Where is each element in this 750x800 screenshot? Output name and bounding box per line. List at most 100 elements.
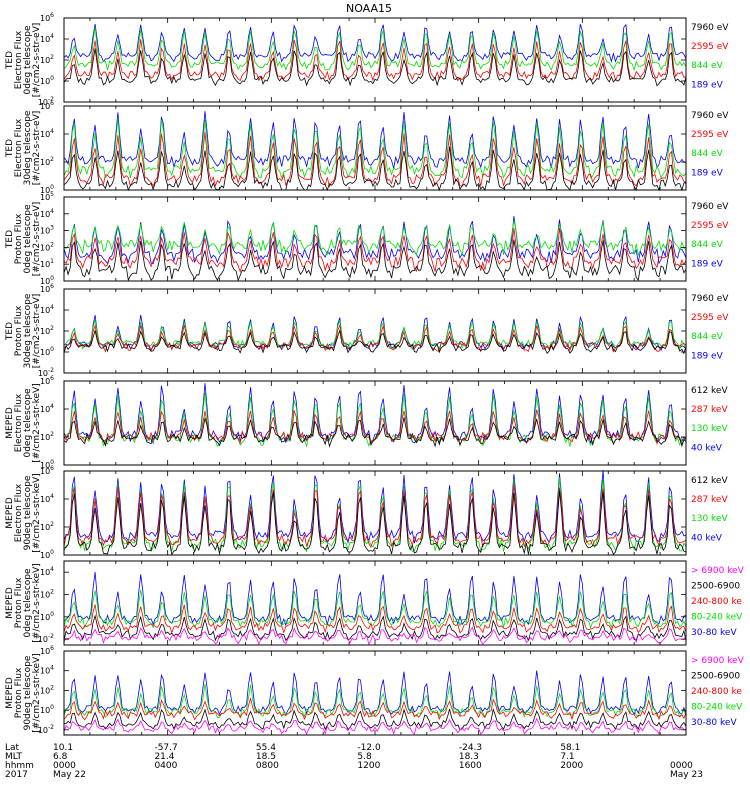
y-tick-label: 104: [40, 566, 54, 577]
series-line: [63, 707, 687, 731]
footer-value: 0400: [154, 761, 177, 771]
legend-entry: 287 keV: [691, 495, 728, 505]
legend-entry: 2595 eV: [691, 130, 729, 140]
legend-entry: 844 eV: [691, 240, 724, 250]
series-line: [63, 490, 687, 556]
y-tick-label: 100: [40, 184, 54, 195]
legend-entry: 30-80 keV: [691, 718, 737, 728]
legend-entry: 189 eV: [691, 351, 724, 361]
legend-entry: 844 eV: [691, 332, 724, 342]
legend-entry: 240-800 ke: [691, 687, 742, 697]
y-axis-label: Proton Flux: [14, 577, 24, 628]
y-axis-label: 30deg telescope: [23, 293, 33, 368]
panel-7: 10-2 100 102 104 MEPED Proton Flux 0deg telesc…: [5, 560, 745, 646]
y-axis-label: MEPED: [5, 407, 15, 439]
series-line: [63, 626, 687, 646]
panel-8: 10-2 100 102 104 106 MEPED Proton Flux 90deg te…: [5, 645, 745, 736]
footer-value: 1200: [357, 761, 380, 771]
legend-entry: 612 keV: [691, 476, 728, 486]
panel-frame: [63, 17, 687, 103]
y-axis-label: 0deg telescope: [23, 25, 33, 95]
footer-value: May 23: [670, 770, 703, 780]
panel-frame: [63, 380, 687, 466]
legend-entry: 7960 eV: [691, 294, 729, 304]
y-axis-label: [#/cm2-s-str-eV]: [32, 294, 42, 369]
y-tick-label: 102: [40, 588, 54, 599]
series-line: [63, 683, 687, 719]
legend-entry: 189 eV: [691, 259, 724, 269]
series-line: [63, 470, 687, 545]
series-line: [63, 383, 687, 445]
y-tick-label: 10-2: [38, 96, 54, 107]
footer-value: 7.1: [560, 752, 574, 762]
legend-entry: 189 eV: [691, 80, 724, 90]
legend-entry: 844 eV: [691, 149, 724, 159]
y-axis-label: Electron Flux: [14, 483, 24, 542]
y-axis-label: MEPED: [5, 497, 15, 529]
footer-value: 18.5: [256, 752, 276, 762]
panel-1: 10-2 100 102 104 106 TED Electron Flux 0deg tel…: [5, 12, 729, 107]
panel-frame: [63, 288, 687, 374]
footer-row-label: hhmm: [5, 761, 34, 771]
legend-entry: 240-800 ke: [691, 597, 742, 607]
legend-entry: 130 keV: [691, 514, 728, 524]
legend-entry: 2500-6900: [691, 582, 740, 592]
y-tick-label: 10-2: [38, 367, 54, 378]
series-line: [63, 571, 687, 627]
y-tick-label: 100: [40, 346, 54, 357]
legend-entry: 40 keV: [691, 533, 723, 543]
legend-entry: 7960 eV: [691, 23, 729, 33]
figure-title: NOAA15: [346, 2, 392, 15]
y-axis-label: Proton Flux: [14, 305, 24, 356]
series-line: [63, 323, 687, 353]
series-line: [63, 614, 687, 642]
y-tick-label: 106: [40, 375, 54, 386]
series-line: [63, 696, 687, 721]
series-line: [63, 239, 687, 282]
y-tick-label: 100: [40, 704, 54, 715]
footer-value: 2000: [560, 761, 583, 771]
y-tick-label: 106: [40, 283, 54, 294]
legend-entry: 612 keV: [691, 386, 728, 396]
legend-entry: 80-240 keV: [691, 703, 743, 713]
footer-value: 0000: [53, 761, 76, 771]
y-axis-label: Proton Flux: [14, 667, 24, 718]
legend-entry: 80-240 keV: [691, 613, 743, 623]
panel-4: 10-2 100 102 104 106 TED Proton Flux 30deg tele…: [5, 283, 729, 378]
y-tick-label: 104: [40, 208, 54, 219]
y-tick-label: 106: [40, 465, 54, 476]
series-line: [63, 329, 687, 355]
y-tick-label: 104: [40, 493, 54, 504]
footer-value: May 22: [53, 770, 86, 780]
y-tick-label: 104: [40, 403, 54, 414]
footer-value: 10.1: [53, 743, 73, 753]
y-axis-label: TED: [5, 230, 15, 249]
legend-entry: 2595 eV: [691, 42, 729, 52]
y-tick-label: 100: [40, 275, 54, 286]
legend-entry: 7960 eV: [691, 111, 729, 121]
y-axis-label: 0deg telescope: [23, 568, 33, 638]
legend-entry: 287 keV: [691, 405, 728, 415]
series-line: [63, 23, 687, 64]
y-tick-label: 102: [40, 521, 54, 532]
panel-5: 100 102 104 106 MEPED Electron Flux 0deg teles…: [5, 375, 728, 470]
y-tick-label: 100: [40, 75, 54, 86]
y-tick-label: 106: [40, 100, 54, 111]
legend-entry: > 6900 keV: [691, 656, 745, 666]
y-axis-label: 90deg telescope: [23, 655, 33, 730]
footer-value: 58.1: [560, 743, 580, 753]
y-axis-label: [#/cm2-s-str-eV]: [32, 111, 42, 186]
footer-value: 0800: [256, 761, 279, 771]
y-tick-label: 105: [40, 191, 54, 202]
footer-value: 55.4: [256, 743, 276, 753]
series-line: [63, 39, 687, 82]
y-tick-label: 102: [40, 54, 54, 65]
y-axis-label: 90deg telescope: [23, 475, 33, 550]
y-tick-label: 104: [40, 128, 54, 139]
series-line: [63, 131, 687, 188]
footer-value: 21.4: [154, 752, 174, 762]
panels: 10-2 100 102 104 106 TED Electron Flux 0deg tel…: [5, 12, 745, 736]
y-axis-label: MEPED: [5, 587, 15, 619]
legend-entry: 7960 eV: [691, 202, 729, 212]
